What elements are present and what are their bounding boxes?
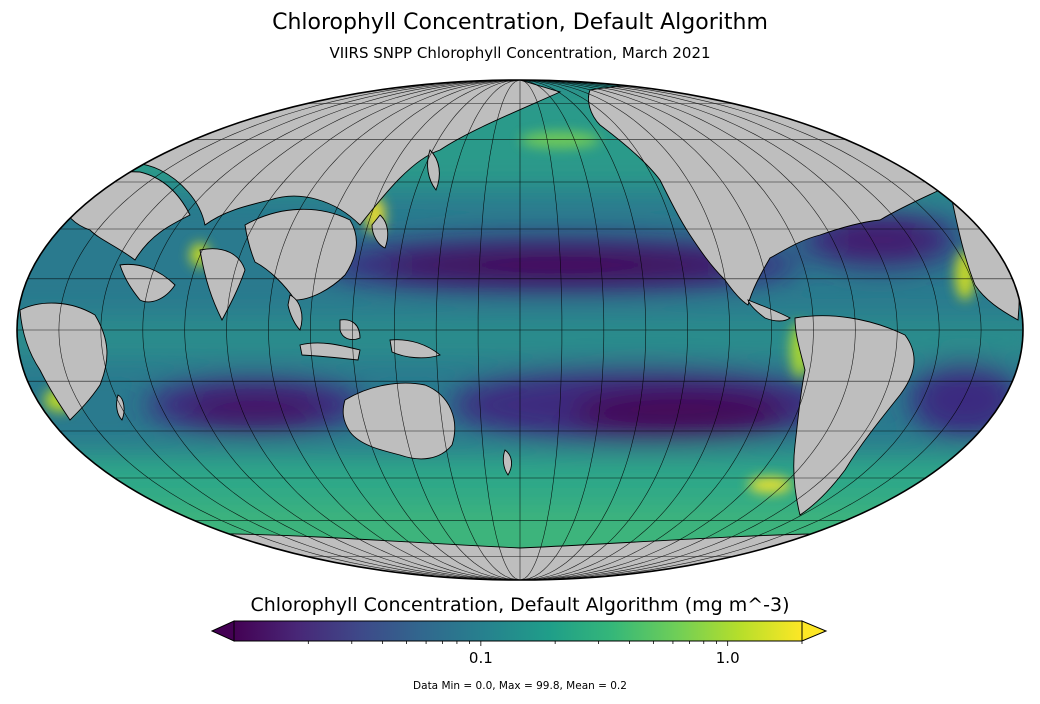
colorbar-tick-label: 0.1 bbox=[468, 649, 493, 667]
india bbox=[199, 248, 246, 321]
new-guinea bbox=[389, 339, 441, 359]
map-subtitle: VIIRS SNPP Chlorophyll Concentration, Ma… bbox=[329, 44, 711, 62]
colorbar-extend-low bbox=[210, 620, 235, 642]
indonesia bbox=[299, 342, 361, 361]
south-america bbox=[793, 315, 915, 516]
colorbar-tick-label: 1.0 bbox=[715, 649, 740, 667]
data-stats: Data Min = 0.0, Max = 99.8, Mean = 0.2 bbox=[413, 680, 627, 692]
arabia-icon bbox=[119, 263, 176, 303]
kamchatka bbox=[427, 149, 440, 191]
colorbar-minor-ticks bbox=[307, 641, 803, 646]
colorbar-extend-high bbox=[801, 620, 828, 642]
colorbar-gradient bbox=[233, 620, 803, 642]
east-asia bbox=[244, 208, 357, 301]
colorbar-label: Chlorophyll Concentration, Default Algor… bbox=[250, 594, 790, 616]
globe-outline bbox=[16, 79, 1024, 581]
japan bbox=[371, 214, 389, 249]
borneo bbox=[339, 319, 361, 341]
chlorophyll-map bbox=[16, 79, 1024, 581]
graticule bbox=[17, 80, 1023, 580]
new-zealand bbox=[502, 449, 512, 476]
map-title: Chlorophyll Concentration, Default Algor… bbox=[272, 10, 768, 35]
central-america bbox=[747, 299, 791, 322]
africa-east bbox=[19, 302, 108, 421]
